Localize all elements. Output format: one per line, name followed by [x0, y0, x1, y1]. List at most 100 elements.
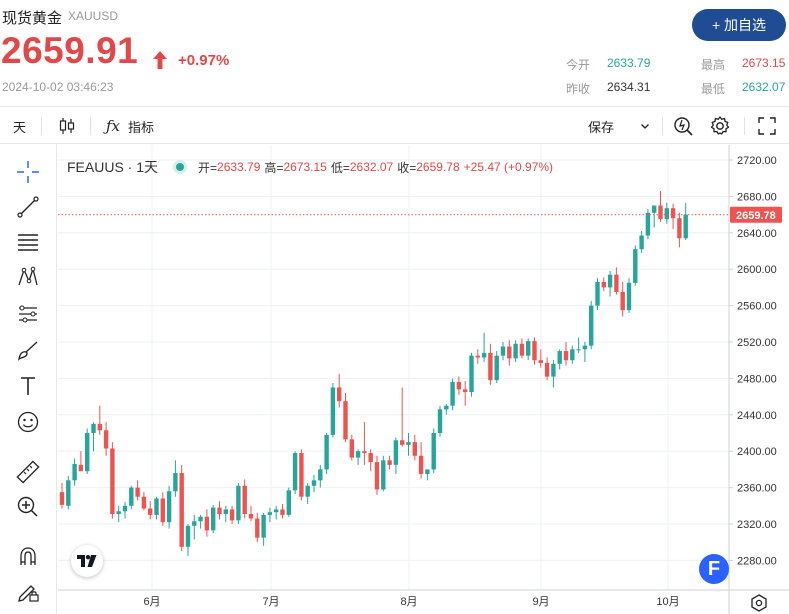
lock-drawing-tool[interactable] — [15, 579, 41, 605]
trend-line-tool[interactable] — [15, 194, 41, 220]
candle-body — [274, 509, 279, 513]
candle-body — [116, 511, 121, 514]
candle-body — [582, 345, 588, 350]
candle-body — [639, 235, 644, 250]
candle-body — [204, 516, 210, 531]
brand-f-logo: F — [699, 554, 729, 584]
stat-low-value: 2632.07 — [742, 80, 786, 94]
candle-body — [437, 409, 443, 433]
y-tick-label: 2480.00 — [737, 373, 777, 385]
candle-body — [607, 274, 613, 288]
candle-body — [242, 485, 247, 514]
candle-body — [374, 462, 380, 490]
drawing-toolbar — [0, 144, 57, 614]
crosshair-tool[interactable] — [15, 159, 41, 185]
indicators-label: 指标 — [128, 119, 155, 135]
save-button[interactable]: 保存 — [588, 107, 614, 145]
y-tick-label: 2560.00 — [737, 301, 777, 313]
fullscreen-button[interactable] — [758, 107, 776, 145]
candle-body — [91, 423, 96, 433]
legend-open-label: 开= — [198, 160, 218, 175]
indicators-button[interactable]: ƒx 指标 — [106, 107, 154, 145]
candle-body — [538, 360, 543, 363]
candle-body — [318, 469, 323, 481]
brush-tool[interactable] — [15, 337, 41, 363]
zoom-in-tool[interactable] — [15, 494, 41, 520]
candle-body — [97, 423, 102, 431]
interval-label: 天 — [13, 119, 27, 135]
tradingview-logo[interactable] — [71, 545, 103, 577]
emoji-tool[interactable] — [15, 409, 41, 435]
candle-body — [526, 341, 531, 356]
brush-icon — [18, 341, 38, 361]
candle-body — [135, 487, 140, 497]
y-tick-label: 2400.00 — [737, 446, 777, 458]
horizontal-lines-icon — [18, 234, 38, 251]
candle-body — [387, 460, 392, 465]
toolbar-divider — [90, 117, 91, 135]
pencil-lock-icon — [18, 585, 39, 602]
add-watchlist-button[interactable]: + 加自选 — [692, 9, 786, 41]
current-price: 2659.91 — [1, 30, 139, 71]
candle-body — [551, 363, 556, 377]
fib-tool[interactable] — [15, 229, 41, 255]
candle-body — [103, 430, 109, 449]
prediction-tool[interactable] — [15, 301, 41, 327]
last-price-label: 2659.78 — [736, 210, 776, 222]
ruler-tool[interactable] — [15, 459, 41, 485]
candle-body — [362, 451, 367, 454]
pattern-tool[interactable] — [15, 264, 41, 290]
candle-body — [488, 352, 493, 381]
candle-body — [614, 274, 619, 292]
candle-body — [78, 464, 84, 472]
y-tick-label: 2360.00 — [737, 483, 777, 495]
candle-body — [400, 440, 405, 445]
candle-body — [633, 249, 638, 283]
legend-low-value: 2632.07 — [349, 160, 394, 174]
candle-body — [305, 485, 310, 497]
candle-body — [330, 387, 336, 435]
text-tool[interactable] — [15, 373, 41, 399]
last-price-tag — [730, 206, 782, 223]
settings-button[interactable] — [709, 107, 731, 145]
y-tick-label: 2440.00 — [737, 410, 777, 422]
gear-icon — [710, 116, 730, 135]
legend-high-label: 高= — [264, 160, 284, 175]
candle-type-button[interactable] — [58, 107, 76, 145]
magnet-tool[interactable] — [15, 544, 41, 570]
up-arrow-icon — [153, 51, 167, 69]
toolbar-divider — [744, 117, 745, 135]
save-dropdown-button[interactable] — [640, 107, 650, 145]
market-status-dot — [176, 163, 185, 171]
chart-settings-icon[interactable] — [749, 594, 769, 612]
fullscreen-icon — [758, 117, 776, 135]
candle-body — [645, 212, 651, 236]
change-percent: +0.97% — [178, 52, 230, 69]
candle-body — [563, 351, 569, 361]
candle-body — [381, 460, 386, 490]
stat-open-label: 今开 — [566, 58, 591, 72]
x-tick-label: 9月 — [532, 596, 549, 608]
x-tick-label: 10月 — [656, 596, 679, 608]
timestamp: 2024-10-02 03:46:23 — [2, 80, 114, 94]
legend-low-label: 低= — [330, 160, 350, 175]
candle-body — [544, 362, 550, 377]
candle-body — [500, 346, 506, 356]
candle-body — [431, 433, 436, 470]
quick-search-button[interactable] — [672, 107, 694, 145]
x-tick-label: 6月 — [143, 596, 160, 608]
interval-button[interactable]: 天 — [13, 107, 26, 145]
y-tick-label: 2520.00 — [737, 337, 777, 349]
candle-body — [557, 351, 562, 364]
candle-body — [110, 448, 115, 514]
candle-body — [223, 509, 228, 514]
legend-high-value: 2673.15 — [283, 160, 327, 174]
smiley-icon — [17, 411, 39, 433]
zoom-in-icon — [17, 496, 38, 517]
candle-body — [248, 513, 254, 519]
candle-body — [658, 205, 663, 220]
candle-body — [324, 434, 329, 470]
candle-body — [229, 509, 235, 521]
candle-body — [475, 355, 480, 358]
